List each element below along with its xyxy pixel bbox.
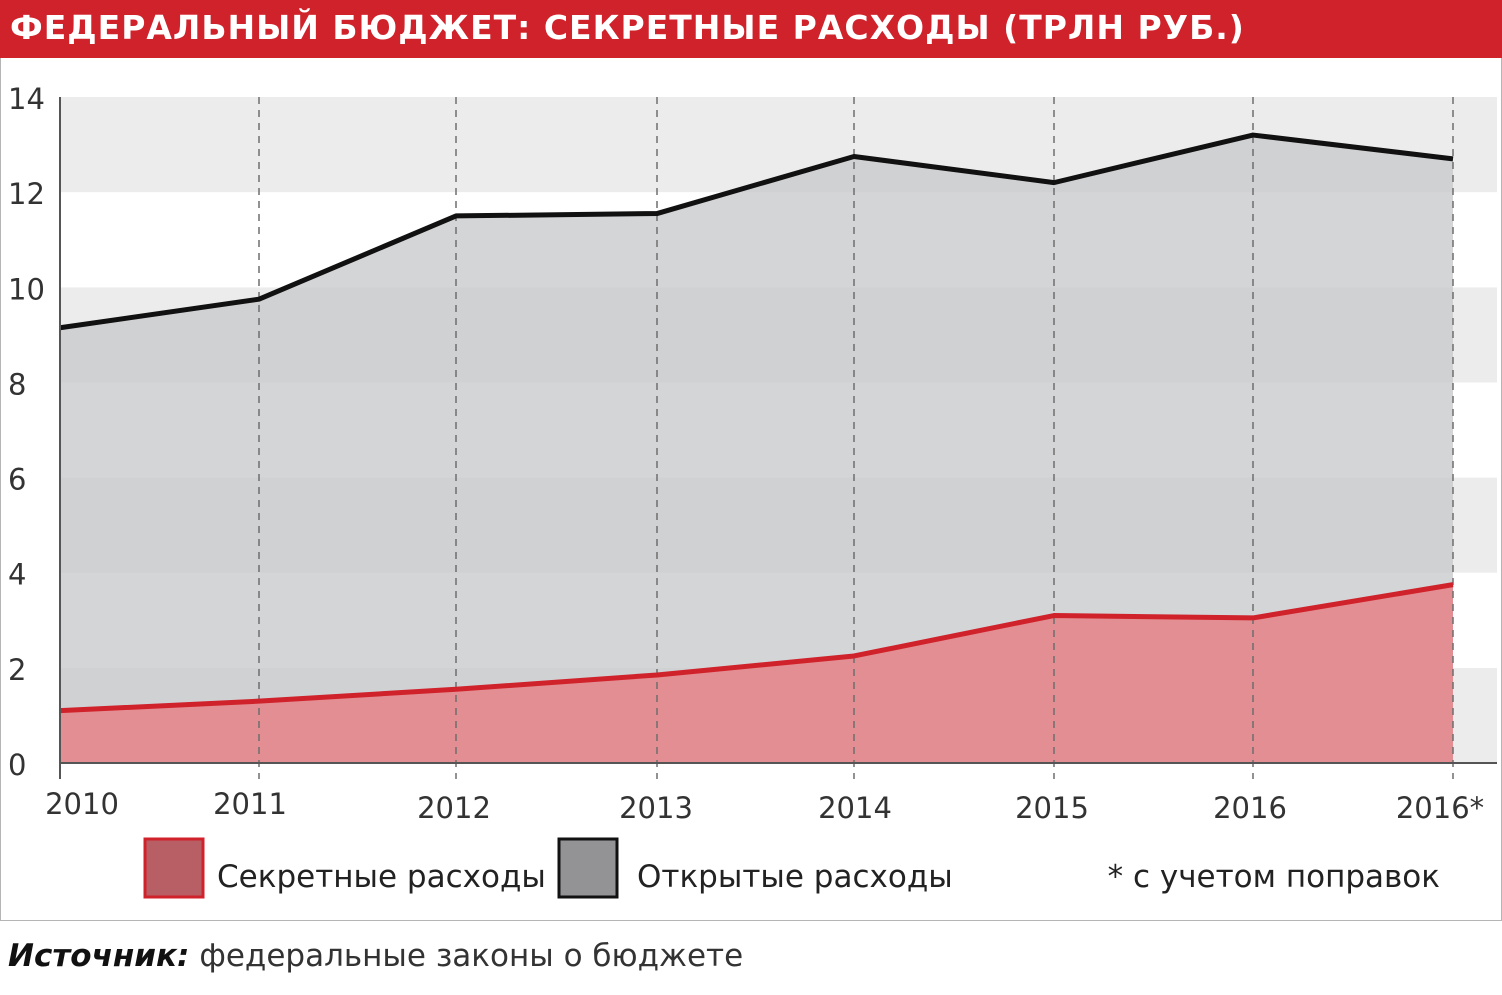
- chart-axes: [59, 97, 1497, 779]
- chart-areas: [60, 135, 1453, 764]
- legend-label-secret: Секретные расходы: [217, 859, 546, 895]
- y-tick-label: 8: [8, 367, 26, 401]
- y-tick-label: 10: [8, 272, 45, 306]
- chart-title: ФЕДЕРАЛЬНЫЙ БЮДЖЕТ: СЕКРЕТНЫЕ РАСХОДЫ (Т…: [10, 8, 1245, 47]
- line-secret-expenses: [59, 582, 1454, 714]
- area-secret-expenses: [60, 584, 1453, 763]
- line-open-expenses: [59, 132, 1454, 331]
- y-tick-label: 4: [8, 558, 26, 592]
- legend-swatch-open: [557, 837, 619, 899]
- y-tick-label: 0: [8, 748, 26, 782]
- x-tick-label: 2011: [213, 787, 287, 821]
- x-tick-label: 2016*: [1396, 791, 1484, 825]
- y-axis-tick-labels: 0 2 4 6 8 10 12 14: [8, 82, 45, 782]
- legend-label-open: Открытые расходы: [637, 859, 953, 895]
- area-chart: 0 2 4 6 8 10 12 14 2010 2011 2012 2013 2014 2015 2016…: [8, 82, 1497, 899]
- x-tick-label: 2015: [1015, 791, 1089, 825]
- series-lines: [59, 132, 1454, 714]
- x-tick-label: 2014: [818, 791, 892, 825]
- legend-swatch-secret: [143, 837, 205, 899]
- x-tick-label: 2010: [45, 787, 119, 821]
- source-text: федеральные законы о бюджете: [199, 938, 744, 974]
- y-tick-label: 2: [8, 653, 26, 687]
- vertical-gridlines: [258, 97, 1454, 779]
- x-axis-tick-labels: 2010 2011 2012 2013 2014 2015 2016 2016*: [45, 787, 1484, 825]
- area-open-expenses: [60, 135, 1453, 764]
- x-tick-label: 2013: [619, 791, 693, 825]
- source-label: Источник:: [8, 938, 190, 974]
- x-tick-label: 2016: [1213, 791, 1287, 825]
- y-tick-label: 12: [8, 177, 45, 211]
- x-tick-label: 2012: [417, 791, 491, 825]
- y-tick-label: 6: [8, 463, 26, 497]
- y-tick-label: 14: [8, 82, 45, 116]
- footnote: * с учетом поправок: [1108, 859, 1440, 895]
- chart-header: ФЕДЕРАЛЬНЫЙ БЮДЖЕТ: СЕКРЕТНЫЕ РАСХОДЫ (Т…: [0, 0, 1502, 58]
- chart-legend: Секретные расходы Открытые расходы * с у…: [143, 837, 1440, 899]
- source-note: Источник: федеральные законы о бюджете: [8, 938, 743, 974]
